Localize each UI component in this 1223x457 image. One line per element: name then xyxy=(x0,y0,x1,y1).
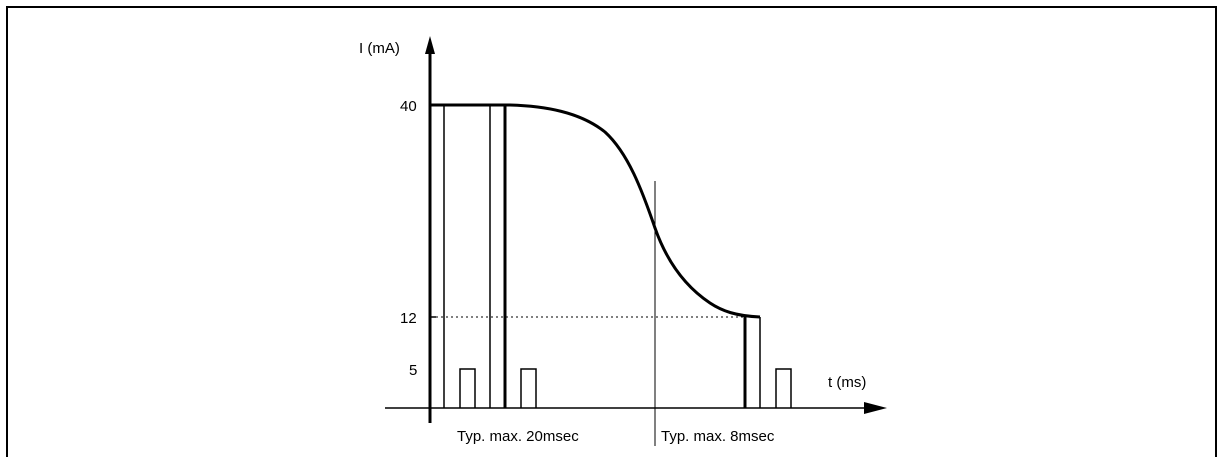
tick-label-5: 5 xyxy=(409,362,417,379)
pulse-5ma-1 xyxy=(459,368,476,408)
y-axis-label: I (mA) xyxy=(359,40,400,57)
interval-label-20ms: Typ. max. 20msec xyxy=(457,428,579,445)
pulse-5ma-3 xyxy=(775,368,792,408)
x-axis-label: t (ms) xyxy=(828,374,866,391)
y-axis-arrowhead xyxy=(425,36,435,54)
tick-label-40: 40 xyxy=(400,98,417,115)
interval-label-8ms: Typ. max. 8msec xyxy=(661,428,775,445)
pulse-5ma-2 xyxy=(520,368,537,408)
x-axis-arrowhead xyxy=(864,402,887,414)
tick-label-12: 12 xyxy=(400,310,417,327)
current-decay-curve xyxy=(430,103,761,319)
frame-border xyxy=(6,6,1217,457)
